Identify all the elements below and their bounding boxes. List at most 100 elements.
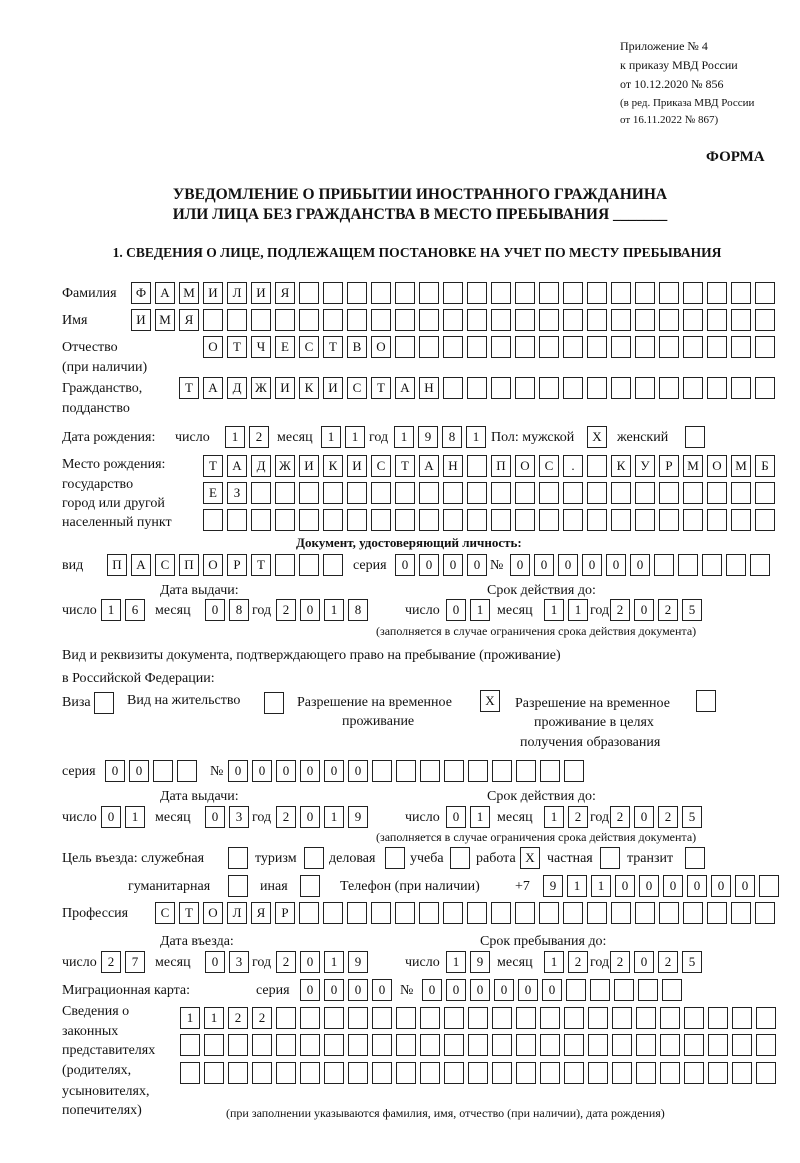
char-box[interactable] <box>468 1062 488 1084</box>
char-box[interactable] <box>204 1062 224 1084</box>
char-box[interactable]: 1 <box>544 951 564 973</box>
char-box[interactable]: 0 <box>518 979 538 1001</box>
char-box[interactable] <box>177 760 197 782</box>
char-box[interactable] <box>491 509 511 531</box>
char-box[interactable] <box>252 1034 272 1056</box>
char-box[interactable] <box>395 282 415 304</box>
checkbox-cell[interactable] <box>685 847 705 869</box>
char-box[interactable]: 2 <box>249 426 269 448</box>
char-box[interactable] <box>347 509 367 531</box>
char-box[interactable]: К <box>299 377 319 399</box>
char-box[interactable]: 9 <box>348 951 368 973</box>
char-box[interactable] <box>491 902 511 924</box>
char-box[interactable]: Ф <box>131 282 151 304</box>
char-box[interactable] <box>372 1062 392 1084</box>
char-box[interactable] <box>203 509 223 531</box>
char-box[interactable]: 0 <box>446 599 466 621</box>
char-box[interactable] <box>564 760 584 782</box>
char-box[interactable]: 0 <box>494 979 514 1001</box>
char-box[interactable] <box>707 509 727 531</box>
char-box[interactable] <box>659 377 679 399</box>
char-box[interactable]: Ч <box>251 336 271 358</box>
char-box[interactable] <box>324 1007 344 1029</box>
char-box[interactable]: 0 <box>348 760 368 782</box>
char-box[interactable] <box>563 482 583 504</box>
char-box[interactable]: 0 <box>470 979 490 1001</box>
char-box[interactable]: Т <box>179 902 199 924</box>
char-box[interactable]: 0 <box>348 979 368 1001</box>
char-box[interactable] <box>683 309 703 331</box>
char-box[interactable] <box>444 760 464 782</box>
char-box[interactable]: Ж <box>275 455 295 477</box>
char-box[interactable]: У <box>635 455 655 477</box>
char-box[interactable] <box>323 282 343 304</box>
char-box[interactable] <box>468 760 488 782</box>
char-box[interactable] <box>731 282 751 304</box>
char-box[interactable]: 0 <box>372 979 392 1001</box>
char-box[interactable] <box>300 1007 320 1029</box>
char-box[interactable] <box>299 902 319 924</box>
char-box[interactable]: Р <box>659 455 679 477</box>
char-box[interactable] <box>683 282 703 304</box>
char-box[interactable] <box>228 1034 248 1056</box>
char-box[interactable] <box>635 309 655 331</box>
checkbox-cell[interactable] <box>696 690 716 712</box>
char-box[interactable] <box>756 1034 776 1056</box>
char-box[interactable] <box>587 282 607 304</box>
char-box[interactable]: Л <box>227 282 247 304</box>
char-box[interactable]: И <box>347 455 367 477</box>
char-box[interactable] <box>443 509 463 531</box>
char-box[interactable]: Т <box>371 377 391 399</box>
char-box[interactable] <box>635 282 655 304</box>
char-box[interactable] <box>731 377 751 399</box>
char-box[interactable]: 0 <box>205 806 225 828</box>
char-box[interactable] <box>395 902 415 924</box>
checkbox-cell[interactable] <box>600 847 620 869</box>
char-box[interactable]: 1 <box>544 806 564 828</box>
char-box[interactable] <box>587 336 607 358</box>
char-box[interactable]: 0 <box>634 806 654 828</box>
char-box[interactable] <box>275 309 295 331</box>
char-box[interactable] <box>467 282 487 304</box>
char-box[interactable]: И <box>275 377 295 399</box>
char-box[interactable]: Р <box>227 554 247 576</box>
checkbox-cell[interactable] <box>264 692 284 714</box>
char-box[interactable] <box>396 1034 416 1056</box>
char-box[interactable] <box>612 1034 632 1056</box>
char-box[interactable]: 2 <box>276 599 296 621</box>
char-box[interactable]: 8 <box>229 599 249 621</box>
char-box[interactable] <box>371 309 391 331</box>
char-box[interactable] <box>564 1034 584 1056</box>
char-box[interactable] <box>755 336 775 358</box>
char-box[interactable] <box>515 336 535 358</box>
char-box[interactable] <box>539 336 559 358</box>
char-box[interactable]: 0 <box>419 554 439 576</box>
char-box[interactable]: 0 <box>300 951 320 973</box>
char-box[interactable]: 1 <box>204 1007 224 1029</box>
char-box[interactable]: 2 <box>276 806 296 828</box>
char-box[interactable]: 9 <box>470 951 490 973</box>
char-box[interactable]: 1 <box>466 426 486 448</box>
char-box[interactable]: И <box>131 309 151 331</box>
char-box[interactable] <box>420 760 440 782</box>
char-box[interactable] <box>612 1062 632 1084</box>
char-box[interactable] <box>492 1062 512 1084</box>
char-box[interactable]: З <box>227 482 247 504</box>
char-box[interactable]: 0 <box>205 599 225 621</box>
char-box[interactable]: А <box>395 377 415 399</box>
char-box[interactable] <box>731 309 751 331</box>
checkbox-cell[interactable] <box>685 426 705 448</box>
char-box[interactable] <box>491 309 511 331</box>
char-box[interactable]: Я <box>251 902 271 924</box>
char-box[interactable] <box>347 309 367 331</box>
char-box[interactable] <box>732 1062 752 1084</box>
char-box[interactable] <box>153 760 173 782</box>
char-box[interactable] <box>443 482 463 504</box>
char-box[interactable] <box>444 1062 464 1084</box>
char-box[interactable] <box>587 377 607 399</box>
char-box[interactable] <box>755 282 775 304</box>
